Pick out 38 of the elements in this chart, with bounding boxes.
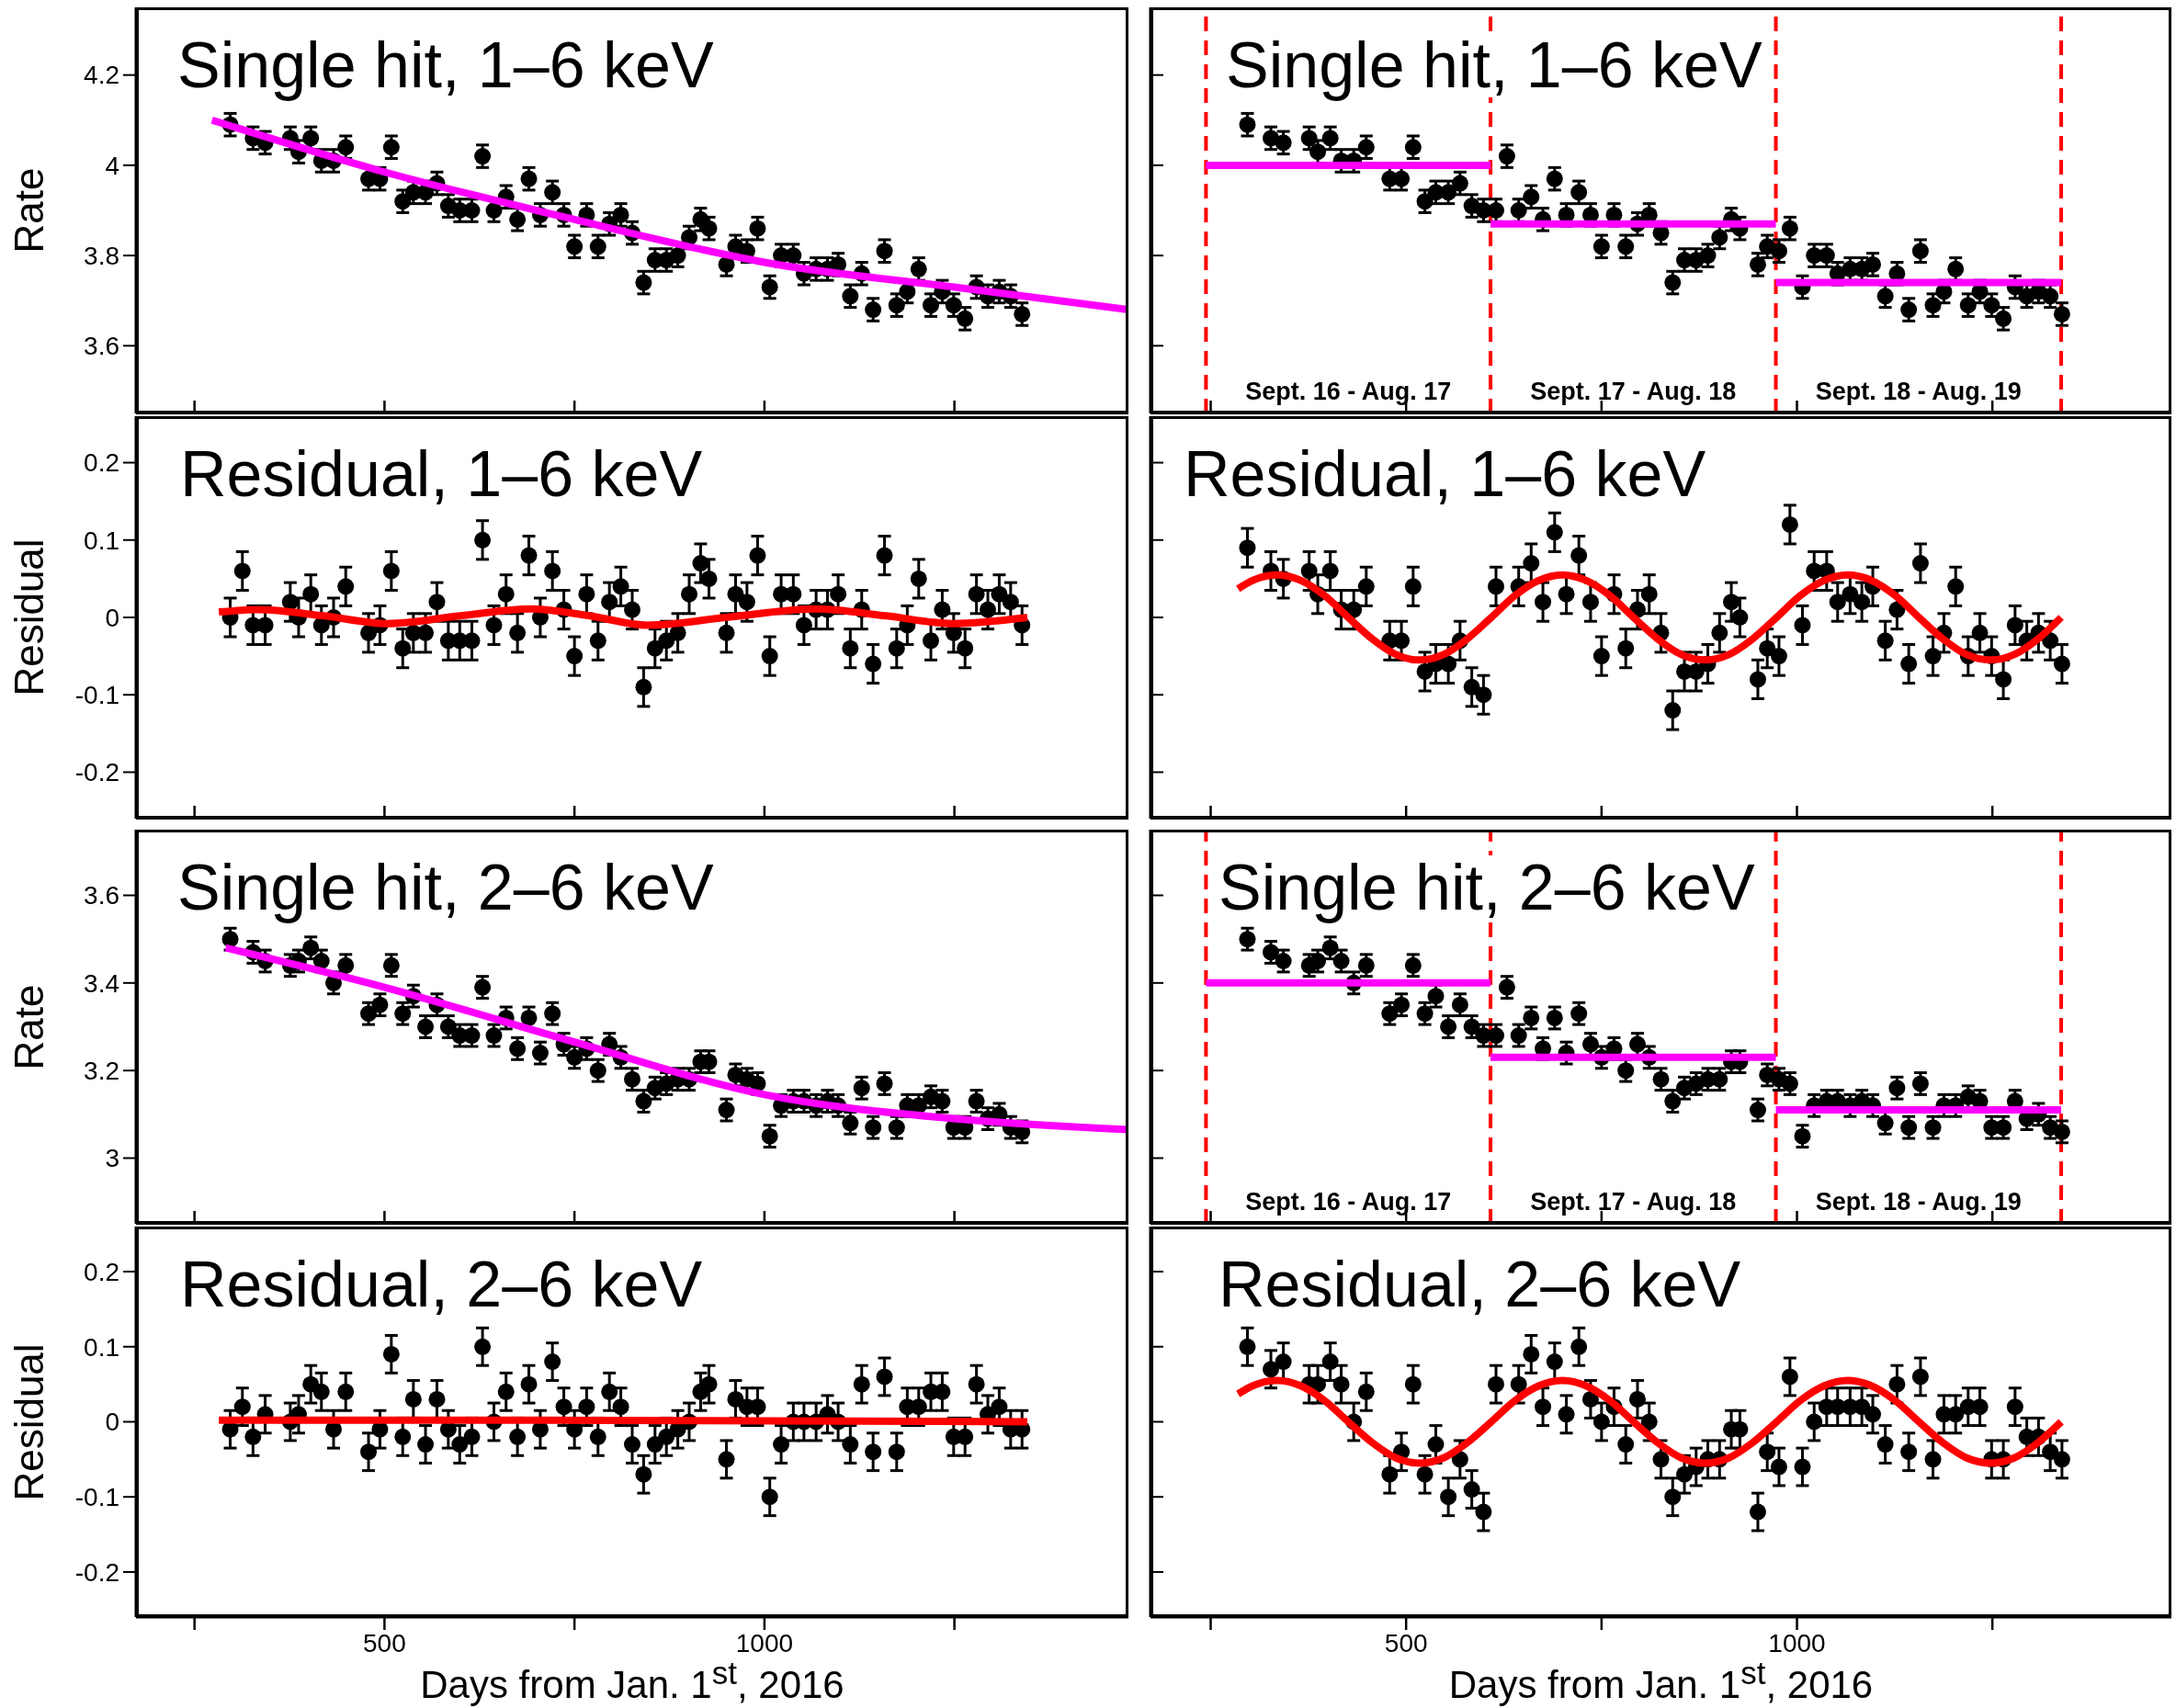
y-tick-label: 3.2 xyxy=(84,1056,119,1085)
chart-title: Residual, 1–6 keV xyxy=(1184,438,1706,510)
y-tick-label: -0.2 xyxy=(74,758,119,787)
annotation: Sept. 16 - Aug. 17 xyxy=(1245,377,1452,406)
y-tick-label: 3.4 xyxy=(84,968,119,998)
y-axis-title: Rate xyxy=(6,984,52,1069)
y-tick-label: 4 xyxy=(105,151,119,180)
chart-title: Residual, 2–6 keV xyxy=(1218,1249,1741,1320)
annotation: Sept. 17 - Aug. 18 xyxy=(1530,1187,1737,1216)
chart-title: Residual, 2–6 keV xyxy=(180,1249,703,1320)
annotation: Sept. 18 - Aug. 19 xyxy=(1815,1187,2022,1216)
chart-title: Single hit, 1–6 keV xyxy=(1226,29,1762,101)
chart-title: Single hit, 1–6 keV xyxy=(177,29,714,101)
y-tick-label: 0.2 xyxy=(84,1257,119,1286)
chart-title: Single hit, 2–6 keV xyxy=(1218,852,1755,923)
y-tick-label: 3.6 xyxy=(84,332,119,361)
y-tick-label: 4.2 xyxy=(84,61,119,90)
annotation: Sept. 18 - Aug. 19 xyxy=(1815,377,2022,406)
y-tick-label: 0.1 xyxy=(84,526,119,555)
y-tick-label: -0.1 xyxy=(74,1483,119,1512)
y-tick-label: 0 xyxy=(105,1408,119,1437)
y-tick-label: 3.8 xyxy=(84,241,119,270)
y-tick-label: -0.1 xyxy=(74,681,119,710)
y-tick-label: 0.2 xyxy=(84,448,119,478)
y-axis-title: Residual xyxy=(6,1342,52,1501)
x-tick-label: 500 xyxy=(363,1629,406,1658)
chart-title: Single hit, 2–6 keV xyxy=(177,852,714,923)
annotation: Sept. 16 - Aug. 17 xyxy=(1245,1187,1452,1216)
y-tick-label: -0.2 xyxy=(74,1557,119,1587)
chart-title: Residual, 1–6 keV xyxy=(180,438,703,510)
y-axis-title: Residual xyxy=(6,538,52,696)
y-tick-label: 3 xyxy=(105,1144,119,1173)
y-tick-label: 3.6 xyxy=(84,881,119,911)
x-tick-label: 500 xyxy=(1384,1629,1428,1658)
y-tick-label: 0.1 xyxy=(84,1332,119,1362)
annotation: Sept. 17 - Aug. 18 xyxy=(1530,377,1737,406)
y-axis-title: Rate xyxy=(6,167,52,254)
y-tick-label: 0 xyxy=(105,603,119,632)
